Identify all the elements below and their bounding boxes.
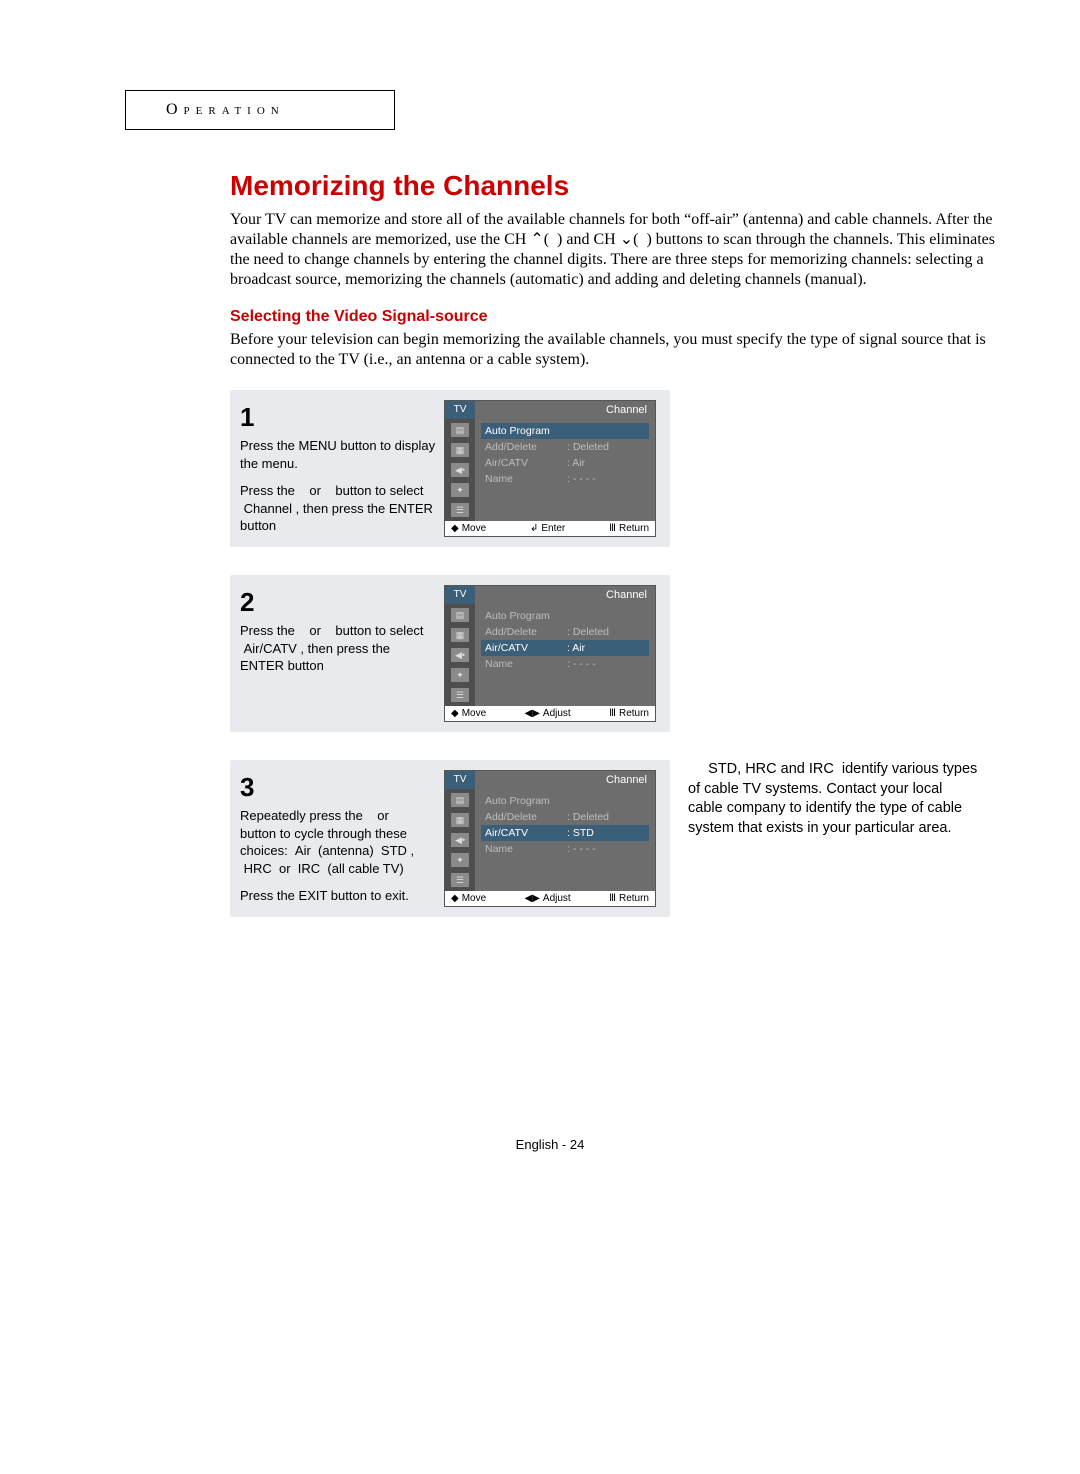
osd-item: Air/CATV: STD	[481, 825, 649, 841]
osd-screenshot-2: TV Channel ▤ ▦ ◀• ✦ ☰ Auto Program Add/D…	[444, 585, 656, 722]
osd-foot-move: ◆ Move	[451, 523, 486, 534]
osd-icon: ▤	[451, 793, 469, 807]
step-3-row: 3 Repeatedly press the or button to cycl…	[230, 760, 1000, 917]
osd-icon: ☰	[451, 688, 469, 702]
osd-menu: Auto Program Add/Delete: Deleted Air/CAT…	[475, 419, 655, 521]
osd-item: Add/Delete: Deleted	[481, 439, 649, 455]
step-3-line1: Repeatedly press the or button to cycle …	[240, 807, 436, 877]
osd-foot-move: ◆ Move	[451, 893, 486, 904]
osd-icon: ☰	[451, 873, 469, 887]
osd-icon: ✦	[451, 853, 469, 867]
osd-footer: ◆ Move ◀▶ Adjust Ⅲ Return	[445, 706, 655, 721]
osd-icon: ▦	[451, 628, 469, 642]
osd-icon: ▦	[451, 813, 469, 827]
step-1-text: 1 Press the MENU button to display the m…	[240, 400, 436, 537]
osd-tab: TV	[445, 401, 475, 419]
section-header: Operation	[166, 101, 285, 118]
subheading: Selecting the Video Signal-source	[230, 308, 1000, 326]
osd-icon: ◀•	[451, 648, 469, 662]
osd-screenshot-3: TV Channel ▤ ▦ ◀• ✦ ☰ Auto Program	[444, 770, 656, 907]
step-1-line1: Press the MENU button to display the men…	[240, 437, 436, 472]
osd-icon: ▤	[451, 608, 469, 622]
steps-container: 1 Press the MENU button to display the m…	[230, 390, 1000, 917]
intro-paragraph: Your TV can memorize and store all of th…	[230, 210, 1000, 290]
osd-screenshot-1: TV Channel ▤ ▦ ◀• ✦ ☰ Auto Program Add/D…	[444, 400, 656, 537]
step-3-number: 3	[240, 770, 436, 805]
osd-icon-rail: ▤ ▦ ◀• ✦ ☰	[445, 419, 475, 521]
osd-body: ▤ ▦ ◀• ✦ ☰ Auto Program Add/Delete: Dele…	[445, 419, 655, 521]
subheading-text: Before your television can begin memoriz…	[230, 330, 1000, 370]
osd-title: Channel	[475, 586, 655, 604]
osd-icon: ☰	[451, 503, 469, 517]
osd-item: Name: - - - -	[481, 841, 649, 857]
step-3-line2: Press the EXIT button to exit.	[240, 887, 436, 905]
osd-menu: Auto Program Add/Delete: Deleted Air/CAT…	[475, 604, 655, 706]
osd-footer: ◆ Move ↲ Enter Ⅲ Return	[445, 521, 655, 536]
osd-body: ▤ ▦ ◀• ✦ ☰ Auto Program Add/Delete: Dele…	[445, 789, 655, 891]
osd-tab: TV	[445, 771, 475, 789]
osd-body: ▤ ▦ ◀• ✦ ☰ Auto Program Add/Delete: Dele…	[445, 604, 655, 706]
osd-tab: TV	[445, 586, 475, 604]
osd-title: Channel	[475, 401, 655, 419]
section-header-box: Operation	[125, 90, 395, 130]
osd-header: TV Channel	[445, 771, 655, 789]
osd-item: Auto Program	[481, 423, 649, 439]
step-1-line2: Press the or button to select Channel , …	[240, 482, 436, 535]
step-1-number: 1	[240, 400, 436, 435]
osd-foot-mid: ◀▶ Adjust	[525, 708, 571, 719]
content-column: Memorizing the Channels Your TV can memo…	[230, 170, 1000, 917]
osd-item: Auto Program	[481, 608, 649, 624]
osd-foot-mid: ◀▶ Adjust	[525, 893, 571, 904]
osd-item: Name: - - - -	[481, 656, 649, 672]
osd-header: TV Channel	[445, 586, 655, 604]
step-block-1: 1 Press the MENU button to display the m…	[230, 390, 670, 547]
step-2-text: 2 Press the or button to select Air/CATV…	[240, 585, 436, 722]
osd-icon-rail: ▤ ▦ ◀• ✦ ☰	[445, 604, 475, 706]
osd-item: Air/CATV: Air	[481, 455, 649, 471]
page-footer: English - 24	[100, 1137, 1000, 1152]
osd-item: Name: - - - -	[481, 471, 649, 487]
osd-foot-move: ◆ Move	[451, 708, 486, 719]
osd-header: TV Channel	[445, 401, 655, 419]
osd-icon-rail: ▤ ▦ ◀• ✦ ☰	[445, 789, 475, 891]
osd-foot-return: Ⅲ Return	[609, 708, 649, 719]
osd-item: Add/Delete: Deleted	[481, 809, 649, 825]
page-title: Memorizing the Channels	[230, 170, 1000, 202]
step-3-text: 3 Repeatedly press the or button to cycl…	[240, 770, 436, 907]
step-block-2: 2 Press the or button to select Air/CATV…	[230, 575, 670, 732]
step-2-number: 2	[240, 585, 436, 620]
step-block-3: 3 Repeatedly press the or button to cycl…	[230, 760, 670, 917]
osd-foot-mid: ↲ Enter	[530, 523, 565, 534]
spacer	[240, 877, 436, 887]
osd-foot-return: Ⅲ Return	[609, 893, 649, 904]
osd-item: Auto Program	[481, 793, 649, 809]
osd-menu: Auto Program Add/Delete: Deleted Air/CAT…	[475, 789, 655, 891]
osd-icon: ✦	[451, 483, 469, 497]
osd-item: Add/Delete: Deleted	[481, 624, 649, 640]
osd-icon: ▦	[451, 443, 469, 457]
osd-icon: ✦	[451, 668, 469, 682]
step-2-line1: Press the or button to select Air/CATV ,…	[240, 622, 436, 675]
osd-icon: ▤	[451, 423, 469, 437]
spacer	[240, 472, 436, 482]
osd-icon: ◀•	[451, 463, 469, 477]
osd-foot-return: Ⅲ Return	[609, 523, 649, 534]
osd-item: Air/CATV: Air	[481, 640, 649, 656]
osd-footer: ◆ Move ◀▶ Adjust Ⅲ Return	[445, 891, 655, 906]
side-note: STD, HRC and IRC identify various types …	[688, 760, 978, 838]
osd-title: Channel	[475, 771, 655, 789]
osd-icon: ◀•	[451, 833, 469, 847]
